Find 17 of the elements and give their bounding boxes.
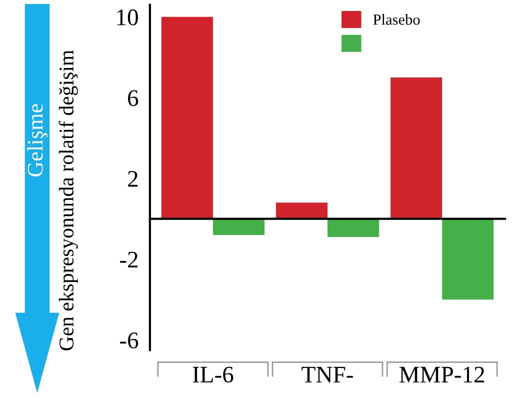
bar bbox=[161, 16, 213, 219]
y-tick-label: -6 bbox=[120, 332, 138, 348]
x-tick-label: TNF- bbox=[302, 366, 353, 382]
y-tick-label: -2 bbox=[120, 252, 138, 268]
bar bbox=[390, 78, 442, 219]
bar bbox=[276, 202, 328, 219]
y-axis-title: Gen ekspresyonunda rolatif değişim bbox=[58, 50, 78, 350]
y-tick-label: 10 bbox=[117, 9, 138, 26]
bar bbox=[442, 218, 494, 300]
y-tick-label: 6 bbox=[128, 90, 138, 106]
x-tick-label: IL-6 bbox=[192, 366, 234, 383]
text: Gelişme bbox=[27, 104, 48, 176]
legend-label: Plasebo bbox=[373, 14, 420, 25]
bar bbox=[328, 218, 380, 238]
bar bbox=[212, 218, 265, 235]
x-tick-label: MMP-12 bbox=[399, 366, 484, 382]
y-tick-label: 2 bbox=[128, 171, 138, 187]
